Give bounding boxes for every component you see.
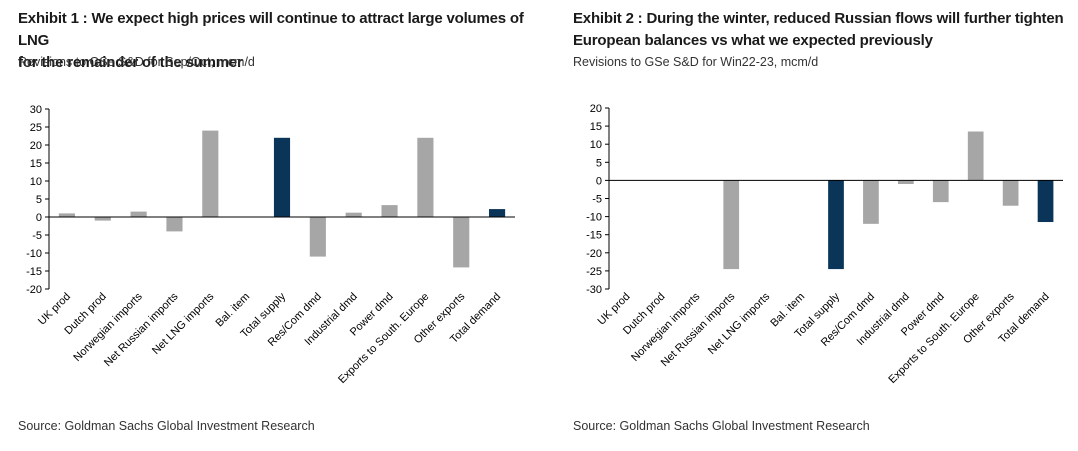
exhibit-2-bar bbox=[1002, 180, 1019, 206]
exhibit-1-title-line-2: for the remainder of the summer bbox=[18, 54, 243, 71]
exhibit-1-bar bbox=[381, 205, 398, 217]
exhibit-2-category-label: Net LNG imports bbox=[706, 290, 773, 357]
exhibit-1-bar bbox=[489, 209, 506, 217]
exhibit-1-subtitle: Revisions to GSe S&D for Sep/Oct, mcm/d bbox=[18, 55, 255, 69]
exhibit-1-bar bbox=[345, 212, 362, 217]
exhibit-1-bar bbox=[166, 217, 183, 232]
exhibit-1-bar bbox=[202, 130, 219, 217]
exhibit-1-y-tick-label: 15 bbox=[30, 158, 42, 170]
exhibit-1-y-tick-label: -20 bbox=[26, 284, 42, 296]
exhibit-2-bar bbox=[723, 180, 740, 270]
exhibit-2-y-tick-label: 5 bbox=[596, 157, 602, 169]
exhibit-1-panel: Exhibit 1 : We expect high prices will c… bbox=[0, 0, 530, 451]
exhibit-1-y-tick-label: 0 bbox=[36, 212, 42, 224]
exhibit-1-source: Source: Goldman Sachs Global Investment … bbox=[18, 419, 315, 433]
exhibit-1-bar bbox=[273, 137, 291, 217]
exhibit-2-y-tick-label: 20 bbox=[590, 103, 602, 115]
exhibit-2-source: Source: Goldman Sachs Global Investment … bbox=[573, 419, 870, 433]
exhibit-2-panel: Exhibit 2 : During the winter, reduced R… bbox=[555, 0, 1078, 451]
exhibit-2-bar bbox=[932, 180, 949, 203]
exhibit-2-y-tick-label: 0 bbox=[596, 175, 602, 187]
exhibit-2-subtitle: Revisions to GSe S&D for Win22-23, mcm/d bbox=[573, 55, 819, 69]
exhibit-2-bar bbox=[1037, 180, 1054, 223]
exhibit-1-y-tick-label: -15 bbox=[26, 266, 42, 278]
exhibit-1-bar bbox=[417, 137, 434, 217]
exhibit-1-category-label: UK prod bbox=[36, 291, 73, 328]
exhibit-2-y-tick-label: -20 bbox=[586, 248, 602, 260]
exhibit-1-title: Exhibit 1 : We expect high prices will c… bbox=[18, 8, 538, 74]
exhibit-2-bar bbox=[897, 180, 914, 185]
exhibit-2-title-line-2: European balances vs what we expected pr… bbox=[573, 32, 933, 49]
exhibit-1-bar bbox=[309, 217, 326, 257]
exhibit-2-y-tick-label: 10 bbox=[590, 139, 602, 151]
exhibit-2-bar bbox=[967, 131, 984, 181]
exhibit-1-y-tick-label: 20 bbox=[30, 140, 42, 152]
exhibit-2-y-tick-label: -30 bbox=[586, 284, 602, 296]
exhibit-2-y-tick-label: -25 bbox=[586, 266, 602, 278]
exhibit-1-category-label: Net LNG imports bbox=[150, 290, 217, 357]
exhibit-1-title-line-1: Exhibit 1 : We expect high prices will c… bbox=[18, 10, 524, 49]
exhibit-1-bar bbox=[94, 217, 111, 221]
exhibit-2-title: Exhibit 2 : During the winter, reduced R… bbox=[573, 8, 1078, 52]
exhibit-2-y-tick-label: 15 bbox=[590, 121, 602, 133]
exhibit-1-y-tick-label: -5 bbox=[32, 230, 42, 242]
exhibit-1-y-tick-label: 5 bbox=[36, 194, 42, 206]
exhibit-2-y-tick-label: -15 bbox=[586, 230, 602, 242]
exhibit-1-y-tick-label: -10 bbox=[26, 248, 42, 260]
exhibit-1-bar bbox=[58, 213, 75, 217]
exhibit-2-bar bbox=[828, 180, 844, 270]
exhibit-1-y-tick-label: 30 bbox=[30, 104, 42, 116]
exhibit-1-category-label: Norwegian imports bbox=[71, 290, 145, 364]
exhibit-1-bar bbox=[453, 217, 470, 268]
exhibit-2-y-tick-label: -5 bbox=[592, 194, 602, 206]
exhibit-1-y-tick-label: 10 bbox=[30, 176, 42, 188]
exhibit-2-y-tick-label: -10 bbox=[586, 212, 602, 224]
exhibit-2-title-line-1: Exhibit 2 : During the winter, reduced R… bbox=[573, 10, 1064, 27]
exhibit-1-y-tick-label: 25 bbox=[30, 122, 42, 134]
exhibit-1-bar bbox=[130, 211, 147, 217]
exhibit-2-bar bbox=[863, 180, 879, 224]
